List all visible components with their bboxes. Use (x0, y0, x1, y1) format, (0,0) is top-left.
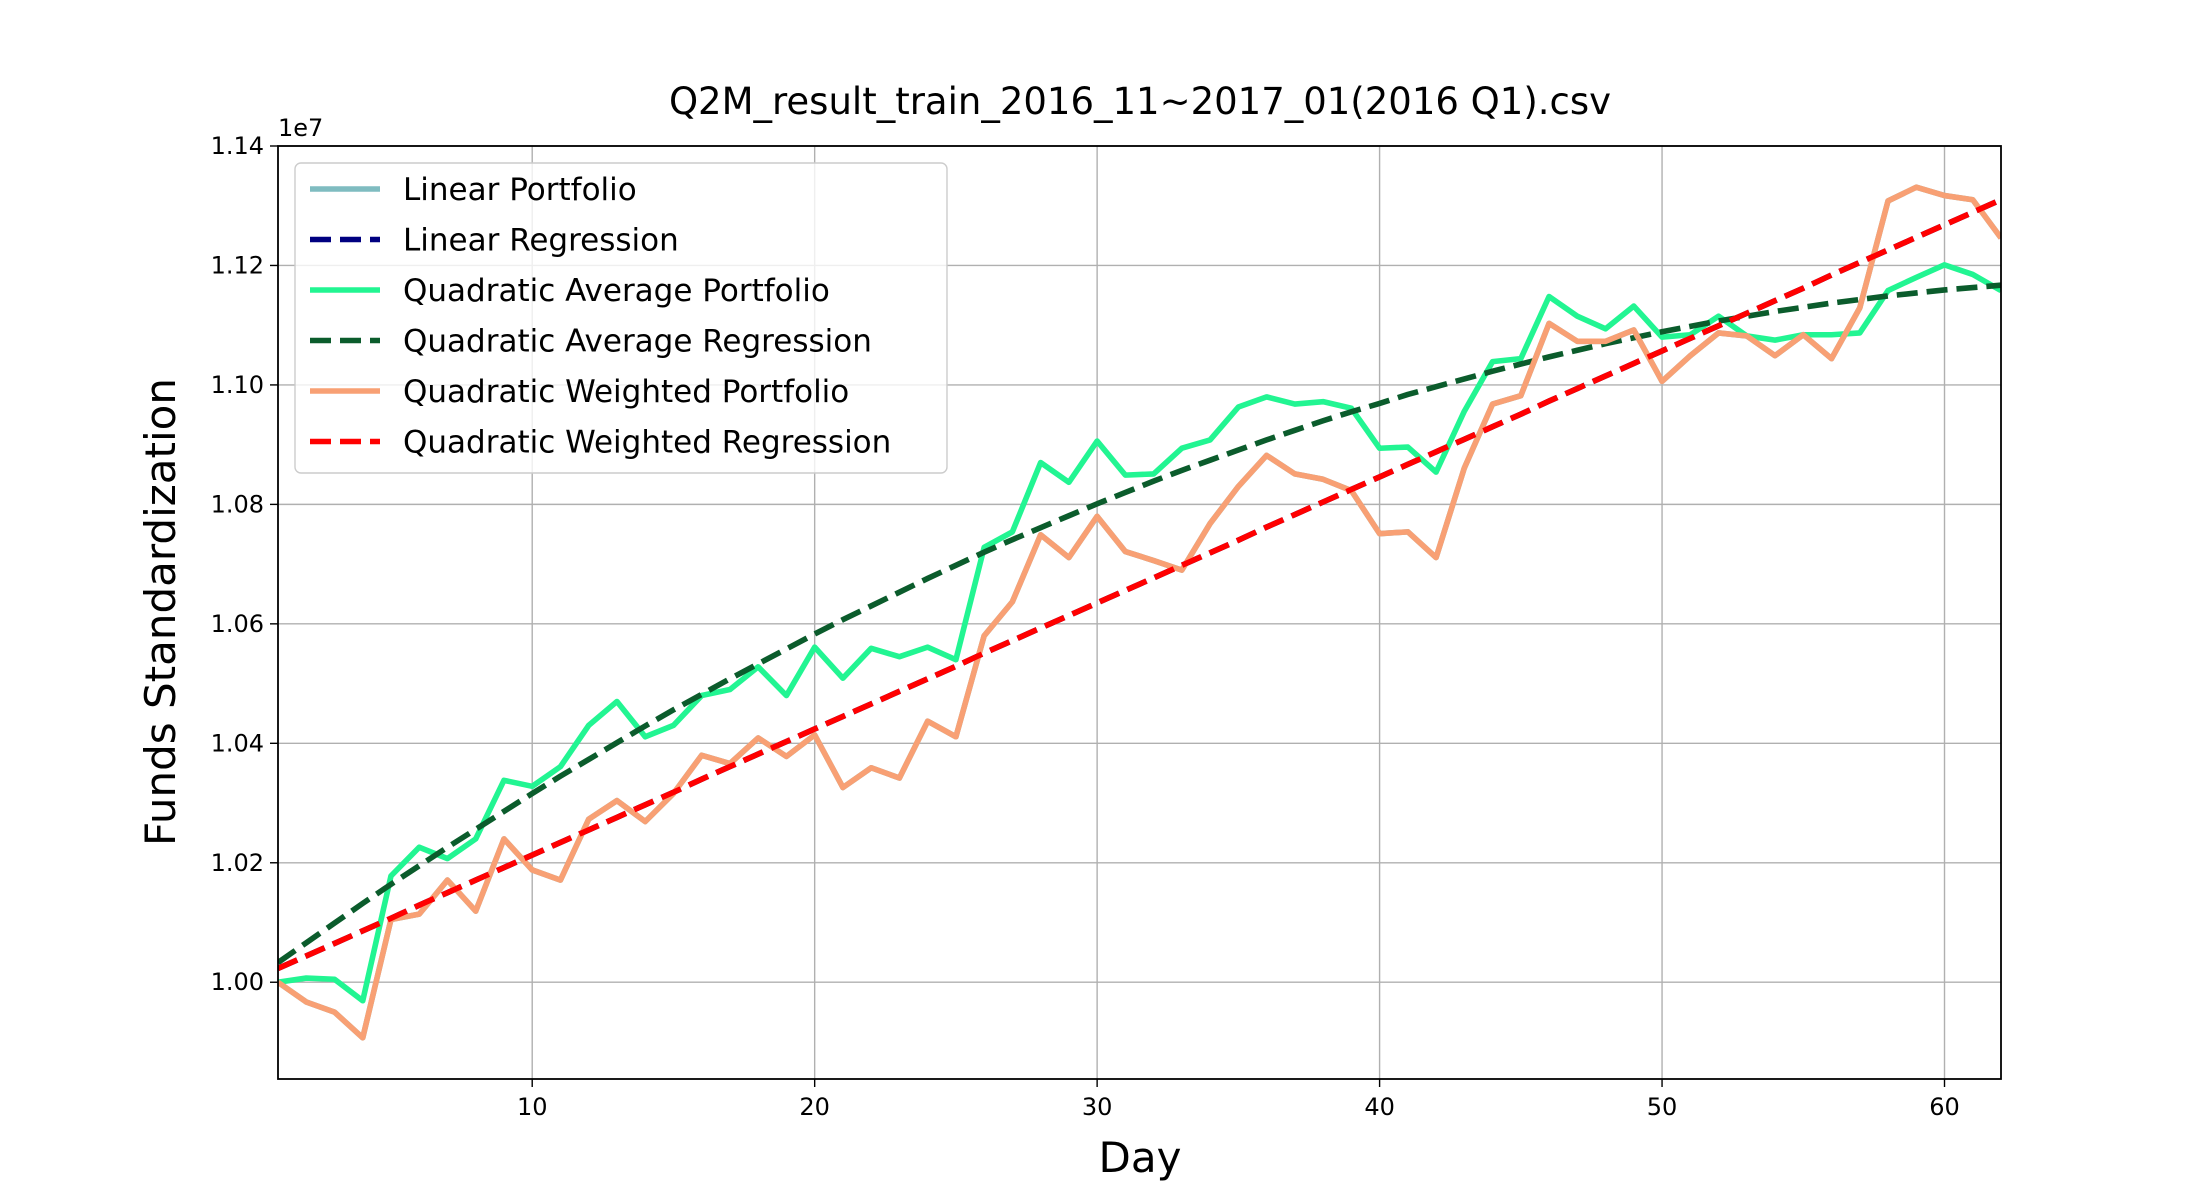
legend: Linear Portfolio Linear Regression Quadrat… (294, 162, 948, 474)
legend-label: Quadratic Average Portfolio (403, 273, 830, 309)
y-axis-label: Funds Standardization (136, 378, 185, 846)
legend-label: Quadratic Weighted Regression (403, 425, 891, 461)
series-line (278, 197, 2001, 972)
y-tick-label: 1.02 (211, 849, 264, 877)
series-line (278, 282, 2001, 965)
y-tick-label: 1.06 (211, 610, 264, 638)
x-axis-label: Day (1099, 1133, 1182, 1182)
y-tick-label: 1.12 (211, 251, 264, 279)
plot-frame (277, 145, 2002, 1080)
x-tick-label: 10 (517, 1093, 548, 1121)
legend-box (294, 162, 948, 474)
legend-label: Quadratic Average Regression (403, 324, 872, 360)
y-tick-label: 1.04 (211, 729, 264, 757)
y-tick-label: 1.10 (211, 371, 264, 399)
series-line (278, 184, 2001, 1041)
y-tick-label: 1.00 (211, 968, 264, 996)
y-tick-label: 1.08 (211, 490, 264, 518)
x-tick-label: 50 (1647, 1093, 1678, 1121)
legend-label: Linear Regression (403, 223, 679, 259)
y-tick-label: 1.14 (211, 132, 264, 160)
plot-lines (278, 184, 2001, 1041)
x-tick-label: 60 (1929, 1093, 1960, 1121)
legend-label: Linear Portfolio (403, 172, 637, 208)
chart-title: Q2M_result_train_2016_11~2017_01(2016 Q1… (669, 80, 1611, 123)
x-tick-label: 20 (799, 1093, 830, 1121)
axis-offset-text: 1e7 (278, 114, 323, 142)
x-tick-label: 40 (1364, 1093, 1395, 1121)
series-line (278, 262, 2001, 1004)
x-tick-label: 30 (1082, 1093, 1113, 1121)
legend-label: Quadratic Weighted Portfolio (403, 374, 849, 410)
